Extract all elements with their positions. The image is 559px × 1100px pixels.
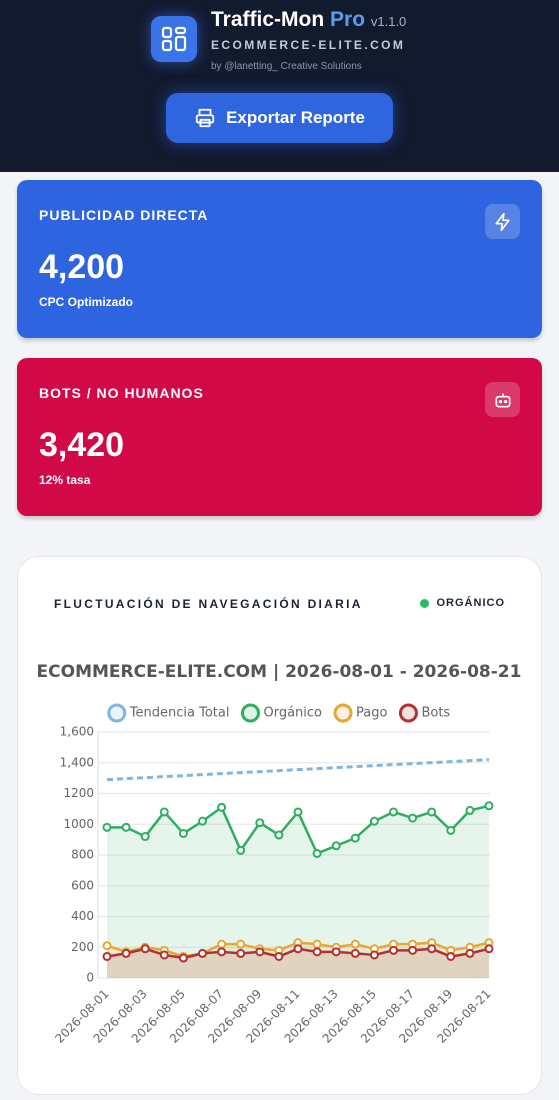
chart-title: ECOMMERCE-ELITE.COM | 2026-08-01 - 2026-…: [37, 662, 522, 682]
card-value: 3,420: [39, 426, 125, 464]
legend-label: Bots: [421, 706, 450, 721]
data-point: [312, 947, 322, 957]
export-button[interactable]: Exportar Reporte: [166, 93, 393, 143]
y-tick-label: 800: [71, 848, 94, 862]
data-point: [312, 939, 322, 949]
data-point: [198, 948, 207, 958]
card-icon: [485, 382, 520, 417]
data-point: [389, 945, 398, 955]
data-point: [484, 944, 494, 954]
badge-label: ORGÁNICO: [436, 597, 505, 609]
data-point: [350, 948, 360, 958]
card-icon: [485, 204, 520, 239]
data-point: [236, 948, 246, 958]
title-accent: Pro: [330, 8, 366, 31]
legend-label: Pago: [356, 706, 387, 721]
data-point: [465, 805, 475, 815]
y-tick-label: 400: [71, 909, 94, 923]
badge-dot: [419, 598, 429, 608]
data-point: [446, 951, 456, 961]
stat-card: BOTS / NO HUMANOS 3,420 12% tasa: [17, 358, 542, 516]
data-point: [255, 818, 265, 828]
legend-label: Tendencia Total: [129, 706, 230, 721]
data-point: [293, 807, 303, 817]
data-point: [465, 948, 475, 958]
data-point: [102, 941, 112, 951]
data-point: [121, 948, 131, 958]
data-point: [121, 822, 131, 832]
data-point: [236, 845, 246, 855]
data-point: [217, 939, 227, 949]
card-note: 12% tasa: [39, 473, 91, 487]
data-point: [408, 945, 418, 955]
y-tick-label: 0: [86, 971, 94, 985]
legend: Tendencia Total Orgánico Pago Bots: [107, 703, 450, 723]
card-note: CPC Optimizado: [39, 295, 134, 309]
panel-badge: ORGÁNICO: [419, 597, 506, 609]
data-point: [350, 939, 360, 949]
app-title: Traffic-Mon Pro v1.1.0: [211, 8, 406, 32]
legend-label: Orgánico: [263, 706, 322, 721]
card-label: BOTS / NO HUMANOS: [39, 385, 204, 401]
data-point: [178, 953, 188, 963]
data-point: [312, 848, 322, 858]
data-point: [274, 951, 284, 961]
data-point: [140, 832, 150, 842]
stat-card: PUBLICIDAD DIRECTA 4,200 CPC Optimizado: [17, 180, 542, 338]
data-point: [255, 947, 265, 957]
data-point: [369, 816, 379, 826]
legend-swatch: [240, 703, 260, 723]
data-point: [236, 939, 246, 949]
button-label: Exportar Reporte: [226, 108, 365, 127]
data-point: [427, 944, 437, 954]
data-point: [427, 807, 437, 817]
data-point: [159, 950, 169, 960]
data-point: [331, 947, 341, 957]
data-point: [102, 951, 112, 961]
data-point: [198, 816, 207, 826]
printer-icon: [195, 108, 215, 128]
panel-title: FLUCTUACIÓN DE NAVEGACIÓN DIARIA: [54, 597, 363, 611]
title-main: Traffic-Mon: [211, 8, 325, 31]
y-tick-label: 200: [71, 940, 94, 954]
data-point: [408, 813, 418, 823]
series-line: [106, 758, 490, 782]
logo-icon: [161, 26, 187, 52]
y-tick-label: 1200: [63, 786, 94, 800]
legend-swatch: [398, 703, 418, 723]
y-tick-label: 600: [71, 878, 94, 892]
data-point: [159, 807, 169, 817]
card-label: PUBLICIDAD DIRECTA: [39, 207, 209, 223]
app-logo: [151, 16, 197, 62]
series-area: [107, 805, 489, 978]
y-tick-label: 1,600: [60, 725, 94, 739]
card-value: 4,200: [39, 248, 125, 286]
version: v1.1.0: [370, 14, 407, 29]
data-point: [389, 807, 398, 817]
data-point: [274, 830, 284, 840]
site-name: ECOMMERCE-ELITE.COM: [211, 38, 406, 52]
data-point: [446, 825, 456, 835]
y-tick-label: 1,400: [60, 755, 94, 769]
y-tick-label: 1000: [63, 817, 94, 831]
data-point: [217, 802, 227, 812]
chart: ECOMMERCE-ELITE.COM | 2026-08-01 - 2026-…: [37, 662, 522, 1046]
app-header: Traffic-Mon Pro v1.1.0 ECOMMERCE-ELITE.C…: [0, 0, 559, 172]
data-point: [331, 841, 341, 851]
credit: by @lanetting_ Creative Solutions: [211, 61, 362, 72]
data-point: [369, 950, 379, 960]
data-point: [217, 947, 227, 957]
data-point: [350, 833, 360, 843]
data-point: [140, 944, 150, 954]
data-point: [484, 801, 494, 811]
legend-swatch: [107, 703, 127, 723]
data-point: [178, 828, 188, 838]
data-point: [102, 822, 112, 832]
data-point: [293, 944, 303, 954]
legend-swatch: [333, 703, 353, 723]
